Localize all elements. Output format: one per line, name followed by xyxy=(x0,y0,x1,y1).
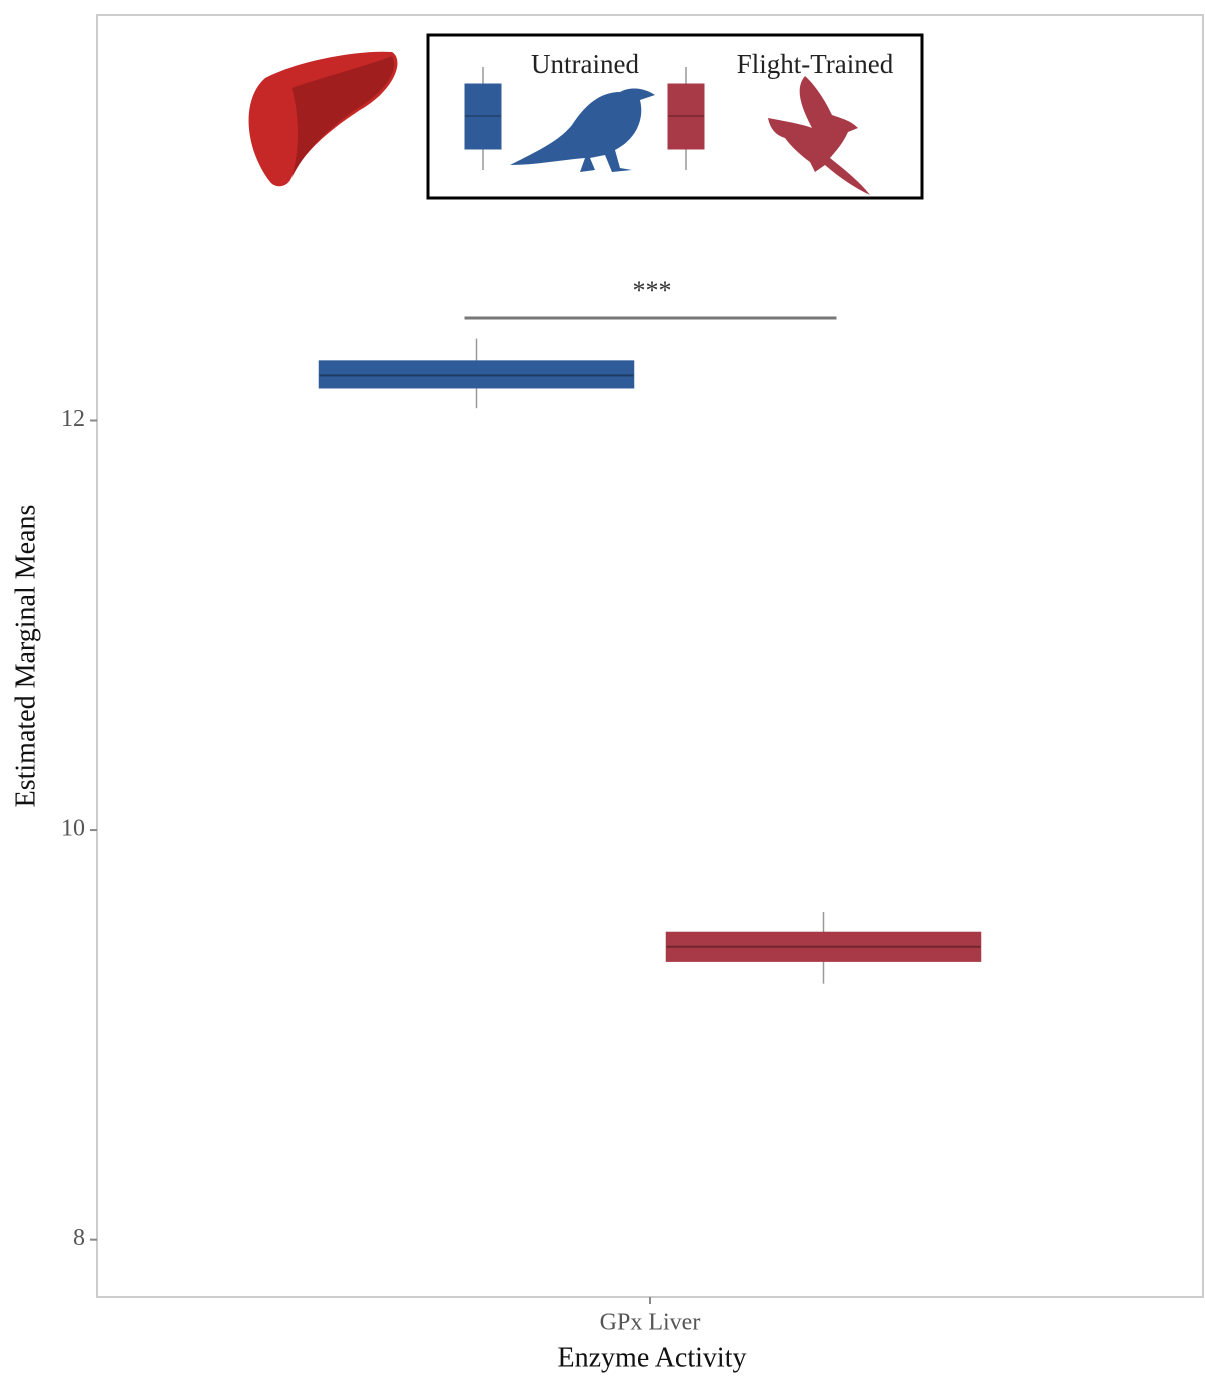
panel-border xyxy=(96,14,1204,1298)
legend: Untrained Flight-Trained xyxy=(426,33,924,200)
box xyxy=(665,931,982,962)
box xyxy=(318,360,635,389)
significance-label: *** xyxy=(633,276,672,305)
y-tick-label: 8 xyxy=(73,1225,85,1251)
x-tick-label: GPx Liver xyxy=(600,1310,701,1336)
y-tick-label: 10 xyxy=(61,816,85,842)
y-axis-title: Estimated Marginal Means xyxy=(10,505,41,808)
liver-icon-shade xyxy=(292,56,395,178)
legend-label: Flight-Trained xyxy=(737,49,894,79)
legend-key xyxy=(464,83,502,150)
legend-key xyxy=(667,83,705,150)
y-tick-label: 12 xyxy=(61,406,85,432)
x-axis-title: Enzyme Activity xyxy=(558,1342,747,1373)
untrained-bird-icon xyxy=(510,88,655,172)
flight-trained-bird-icon xyxy=(768,76,870,195)
legend-label: Untrained xyxy=(531,49,639,79)
